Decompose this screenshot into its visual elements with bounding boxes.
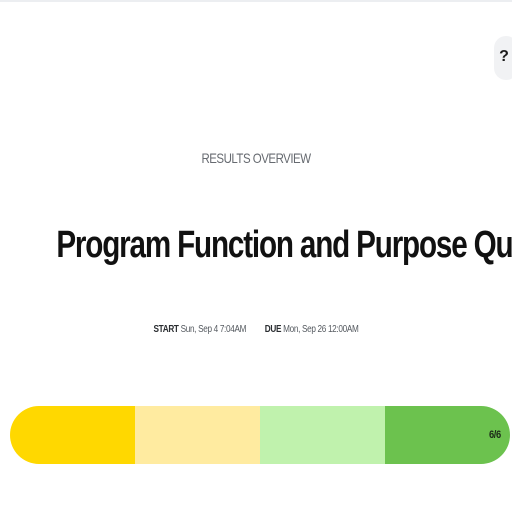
start-date: Sun, Sep 4 7:04AM: [180, 324, 247, 335]
score-text: 6/6: [489, 429, 501, 441]
score-progress-bar: 6/6: [10, 406, 510, 464]
top-divider: [0, 0, 512, 2]
due-date: Mon, Sep 26 12:00AM: [283, 324, 359, 335]
progress-segment-1: [10, 406, 135, 464]
results-overview-label: RESULTS OVERVIEW: [201, 150, 311, 166]
progress-segment-2: [135, 406, 260, 464]
start-label: START: [153, 324, 179, 335]
schedule-row: START Sun, Sep 4 7:04AM DUE Mon, Sep 26 …: [46, 320, 466, 340]
help-button[interactable]: ?: [494, 36, 512, 80]
progress-segment-4: 6/6: [385, 406, 510, 464]
due-label: DUE: [264, 324, 282, 335]
page-title: Program Function and Purpose Quiz (MCQs): [56, 224, 512, 266]
progress-segment-3: [260, 406, 385, 464]
help-icon: ?: [499, 48, 509, 65]
